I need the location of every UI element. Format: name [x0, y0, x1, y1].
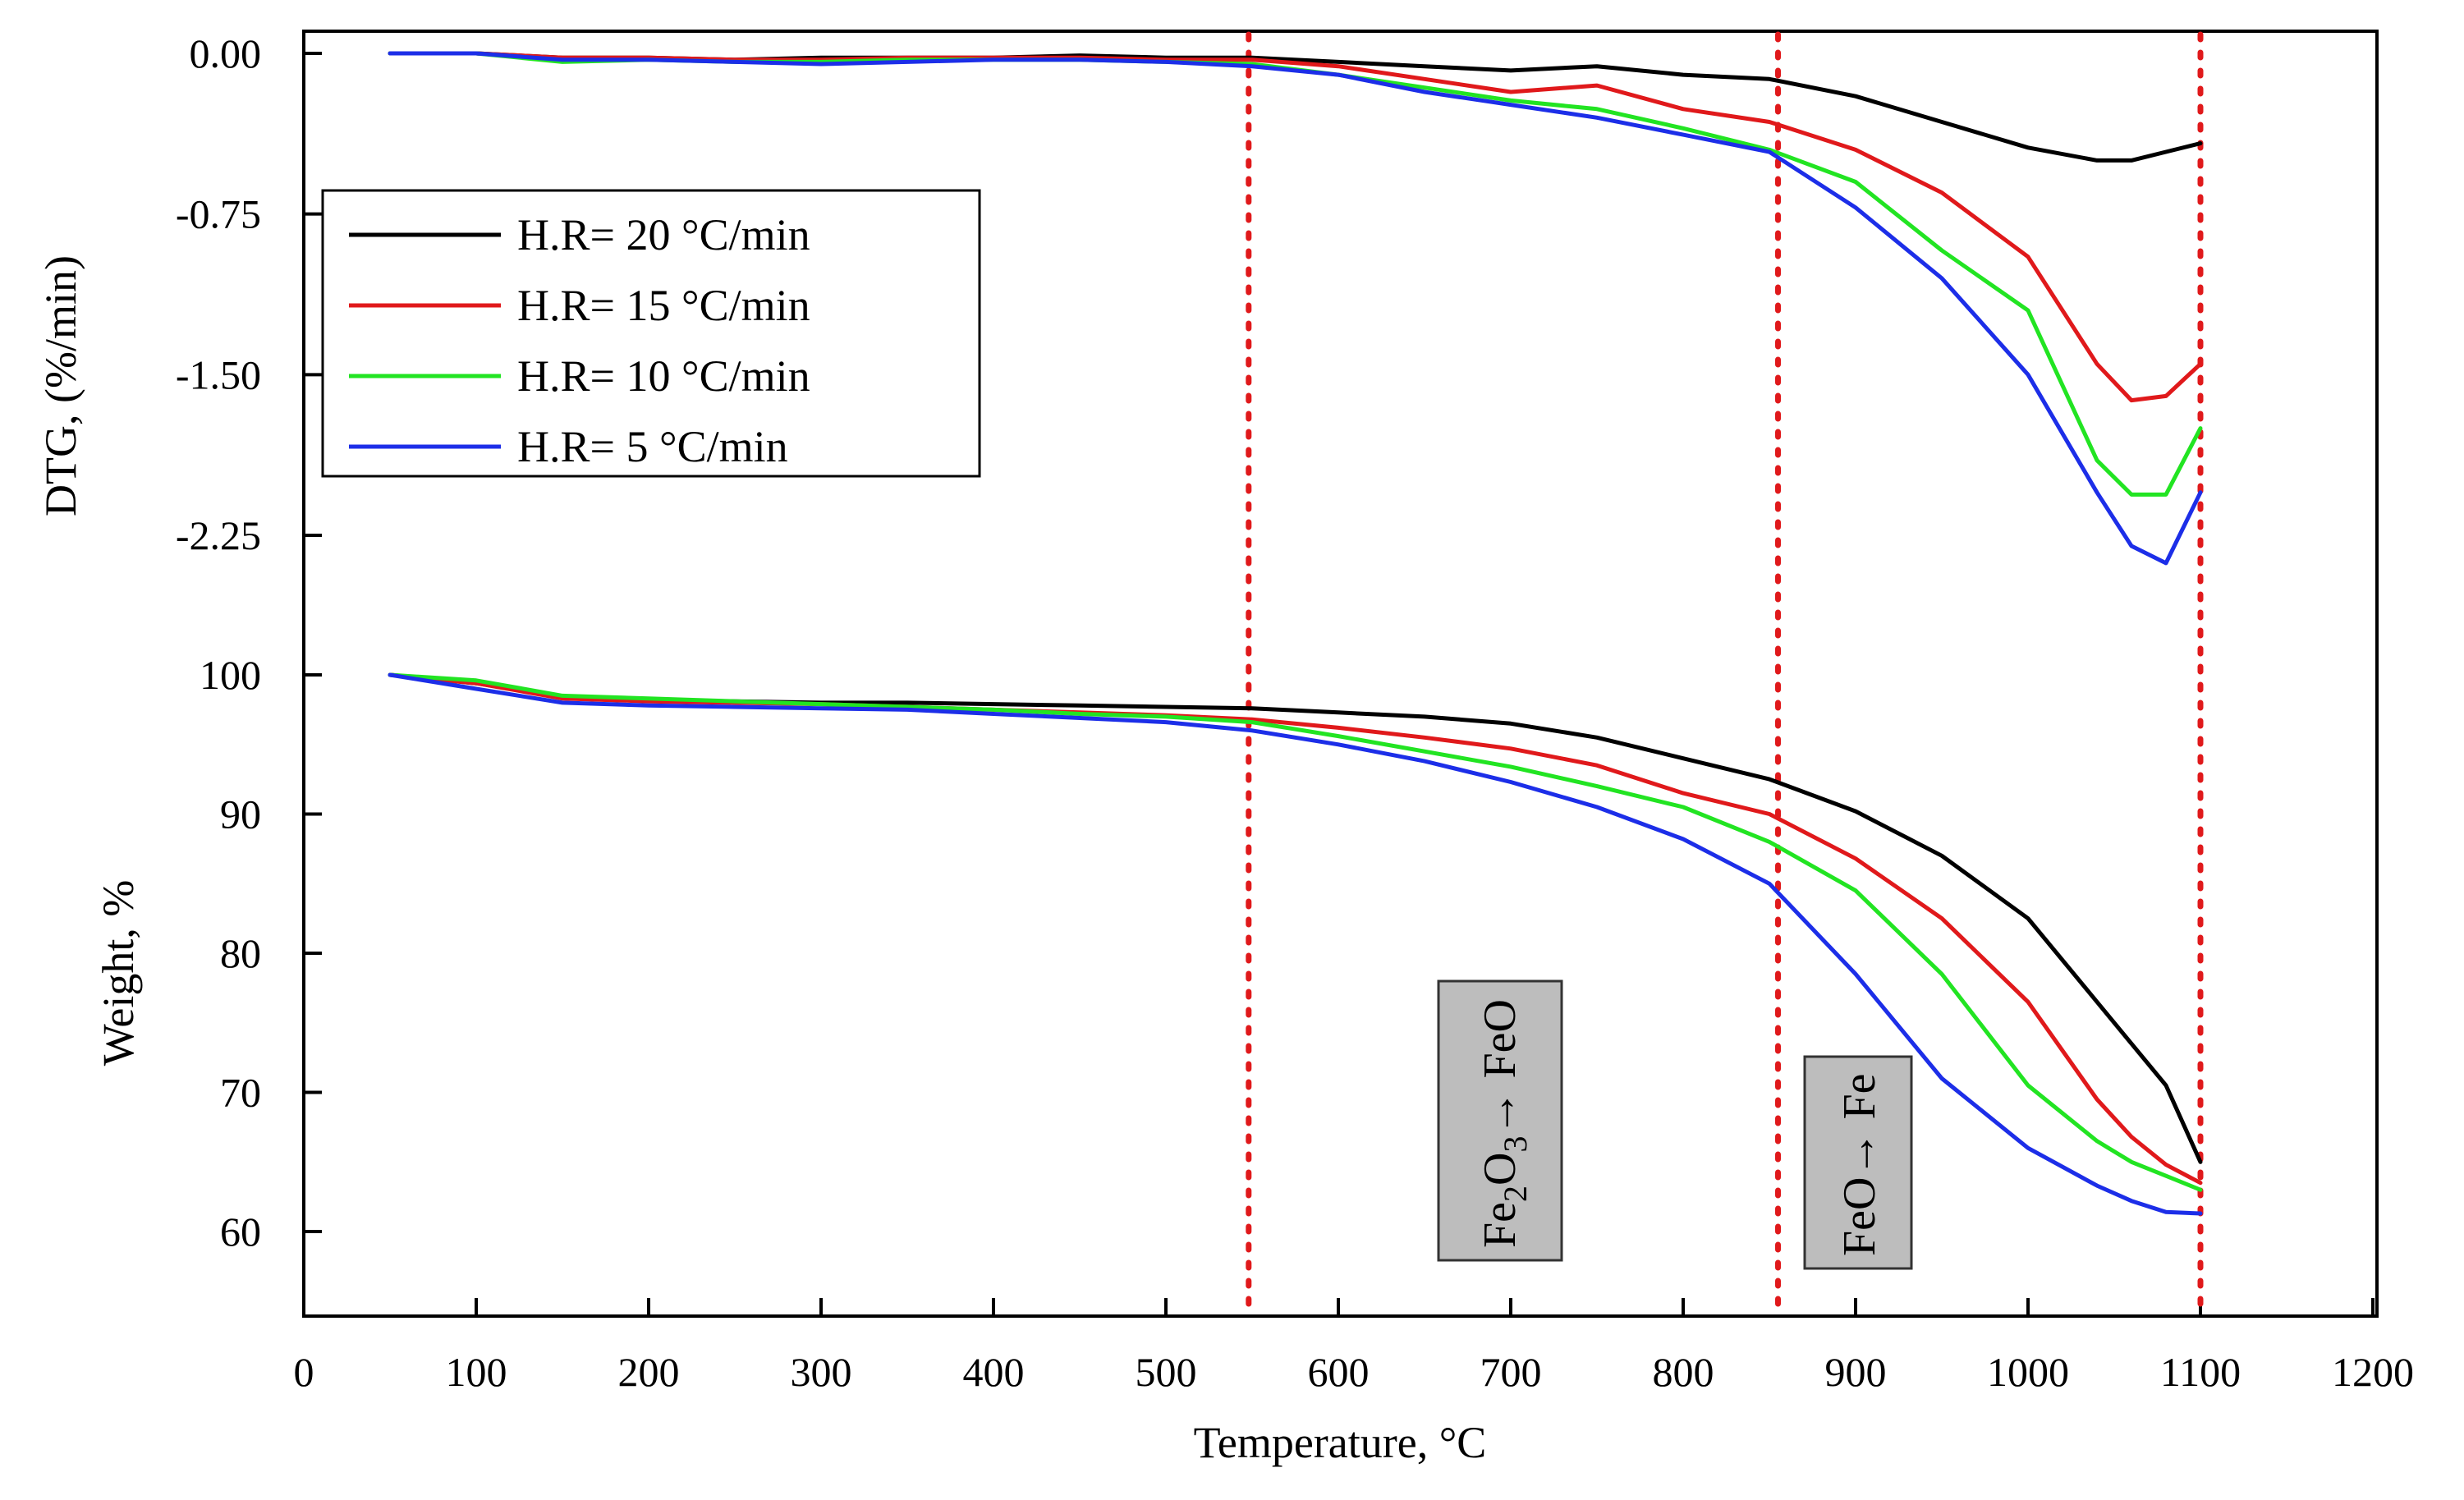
x-axis-title: Temperature, °C	[1194, 1418, 1487, 1467]
legend: H.R= 20 °C/min H.R= 15 °C/min H.R= 10 °C…	[321, 189, 981, 478]
x-tick-label-1200: 1200	[2332, 1349, 2414, 1395]
legend-label-10: H.R= 10 °C/min	[517, 351, 810, 401]
x-tick-label-600: 600	[1308, 1349, 1370, 1395]
legend-box	[321, 189, 981, 478]
dtg-tick-label-0.00: 0.00	[190, 30, 262, 76]
weight-tick-label-80: 80	[220, 930, 261, 976]
x-tick-label-0: 0	[294, 1349, 314, 1395]
annotation-label-2: FeO→ Fe	[1834, 1074, 1885, 1256]
weight-tick-label-70: 70	[220, 1070, 261, 1116]
series-lines	[388, 51, 2203, 1216]
weight-series-3	[388, 672, 2203, 1216]
weight-tick-label-100: 100	[200, 652, 261, 698]
weight-tick-label-60: 60	[220, 1209, 261, 1255]
x-tick-label-100: 100	[446, 1349, 507, 1395]
x-tick-label-200: 200	[618, 1349, 680, 1395]
dtg-axis-title: DTG, (%/min)	[36, 255, 85, 516]
dtg-tick-label--0.75: -0.75	[176, 191, 261, 237]
annotation-feo-fe: FeO→ Fe	[1803, 1055, 1913, 1270]
x-tick-label-300: 300	[791, 1349, 852, 1395]
weight-series-1	[388, 672, 2203, 1186]
x-tick-label-1100: 1100	[2160, 1349, 2241, 1395]
reference-lines	[1246, 31, 2204, 1316]
dtg-series-3	[388, 51, 2203, 566]
x-tick-label-500: 500	[1136, 1349, 1197, 1395]
legend-label-20: H.R= 20 °C/min	[517, 210, 810, 259]
axis-ticks	[302, 52, 2375, 1316]
dtg-tick-label--1.50: -1.50	[176, 351, 261, 397]
annotation-box-2	[1803, 1055, 1913, 1270]
annotation-fe2o3-feo: Fe2O3→ FeO	[1437, 979, 1563, 1262]
weight-series-2	[388, 672, 2203, 1192]
x-tick-label-900: 900	[1825, 1349, 1887, 1395]
x-tick-label-800: 800	[1653, 1349, 1714, 1395]
legend-label-15: H.R= 15 °C/min	[517, 281, 810, 330]
x-tick-label-1000: 1000	[1987, 1349, 2069, 1395]
legend-label-5: H.R= 5 °C/min	[517, 422, 788, 471]
annotation-label-1: Fe2O3→ FeO	[1475, 999, 1534, 1248]
x-tick-label-400: 400	[963, 1349, 1025, 1395]
dtg-tick-label--2.25: -2.25	[176, 512, 261, 558]
tick-labels: 0 100 200 300 400 500 600 700 800 900 1000 1100 1200…	[176, 30, 2414, 1395]
weight-tick-label-90: 90	[220, 791, 261, 837]
dtg-series-1	[388, 51, 2203, 403]
annotation-box-1	[1437, 979, 1563, 1262]
weight-axis-title: Weight, %	[94, 880, 143, 1067]
weight-series-0	[388, 672, 2203, 1164]
x-tick-label-700: 700	[1480, 1349, 1542, 1395]
